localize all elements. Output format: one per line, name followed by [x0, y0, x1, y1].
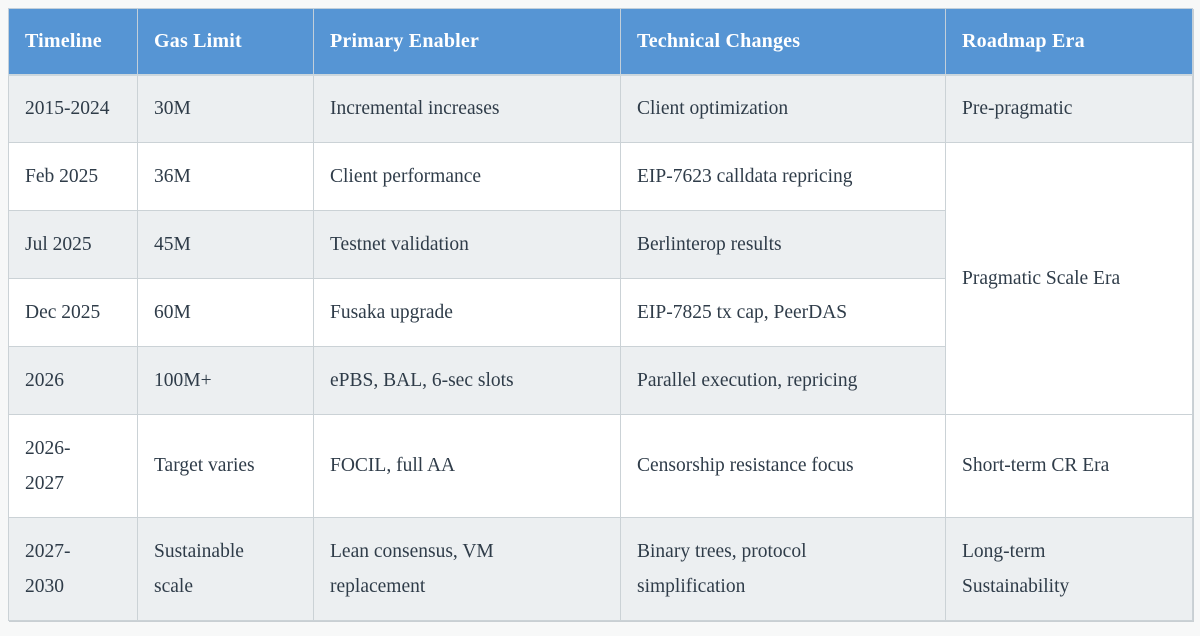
column-header-roadmap-era: Roadmap Era [945, 8, 1193, 76]
cell-roadmap-era: Short-term CR Era [945, 414, 1193, 518]
table-row: Jul 2025 45M Testnet validation Berlinte… [8, 210, 1193, 279]
cell-technical-changes: Parallel execution, repricing [620, 346, 946, 415]
cell-gas-limit: 100M+ [137, 346, 314, 415]
cell-gas-limit: 30M [137, 74, 314, 143]
cell-primary-enabler: Incremental increases [313, 74, 621, 143]
cell-gas-limit: Target varies [137, 414, 314, 518]
table-row: 2027- 2030 Sustainable scale Lean consen… [8, 517, 1193, 621]
cell-technical-changes: EIP-7623 calldata repricing [620, 142, 946, 211]
gas-limit-roadmap-table-wrapper: Timeline Gas Limit Primary Enabler Techn… [8, 8, 1193, 621]
cell-timeline: Feb 2025 [8, 142, 138, 211]
cell-primary-enabler: Lean consensus, VM replacement [313, 517, 621, 621]
cell-timeline: 2015-2024 [8, 74, 138, 143]
cell-gas-limit: 36M [137, 142, 314, 211]
cell-technical-changes: EIP-7825 tx cap, PeerDAS [620, 278, 946, 347]
cell-primary-enabler: Fusaka upgrade [313, 278, 621, 347]
column-header-technical-changes: Technical Changes [620, 8, 946, 76]
table-row: 2026- 2027 Target varies FOCIL, full AA … [8, 414, 1193, 518]
cell-timeline: Jul 2025 [8, 210, 138, 279]
cell-technical-changes: Client optimization [620, 74, 946, 143]
column-header-primary-enabler: Primary Enabler [313, 8, 621, 76]
column-header-gas-limit: Gas Limit [137, 8, 314, 76]
cell-timeline: Dec 2025 [8, 278, 138, 347]
cell-technical-changes: Binary trees, protocol simplification [620, 517, 946, 621]
table-row: 2015-2024 30M Incremental increases Clie… [8, 74, 1193, 143]
cell-gas-limit: 45M [137, 210, 314, 279]
cell-roadmap-era-merged: Pragmatic Scale Era [945, 142, 1193, 415]
cell-timeline: 2026- 2027 [8, 414, 138, 518]
cell-roadmap-era: Long-term Sustainability [945, 517, 1193, 621]
column-header-timeline: Timeline [8, 8, 138, 76]
header-row: Timeline Gas Limit Primary Enabler Techn… [8, 8, 1193, 76]
cell-technical-changes: Censorship resistance focus [620, 414, 946, 518]
gas-limit-roadmap-table: Timeline Gas Limit Primary Enabler Techn… [8, 8, 1193, 621]
table-row: Feb 2025 36M Client performance EIP-7623… [8, 142, 1193, 415]
cell-technical-changes: Berlinterop results [620, 210, 946, 279]
cell-timeline: 2026 [8, 346, 138, 415]
cell-primary-enabler: Client performance [313, 142, 621, 211]
cell-roadmap-era: Pre-pragmatic [945, 74, 1193, 143]
cell-gas-limit: Sustainable scale [137, 517, 314, 621]
table-row: Dec 2025 60M Fusaka upgrade EIP-7825 tx … [8, 278, 1193, 347]
cell-timeline: 2027- 2030 [8, 517, 138, 621]
cell-primary-enabler: Testnet validation [313, 210, 621, 279]
cell-primary-enabler: FOCIL, full AA [313, 414, 621, 518]
cell-gas-limit: 60M [137, 278, 314, 347]
table-row: 2026 100M+ ePBS, BAL, 6-sec slots Parall… [8, 346, 1193, 415]
cell-primary-enabler: ePBS, BAL, 6-sec slots [313, 346, 621, 415]
